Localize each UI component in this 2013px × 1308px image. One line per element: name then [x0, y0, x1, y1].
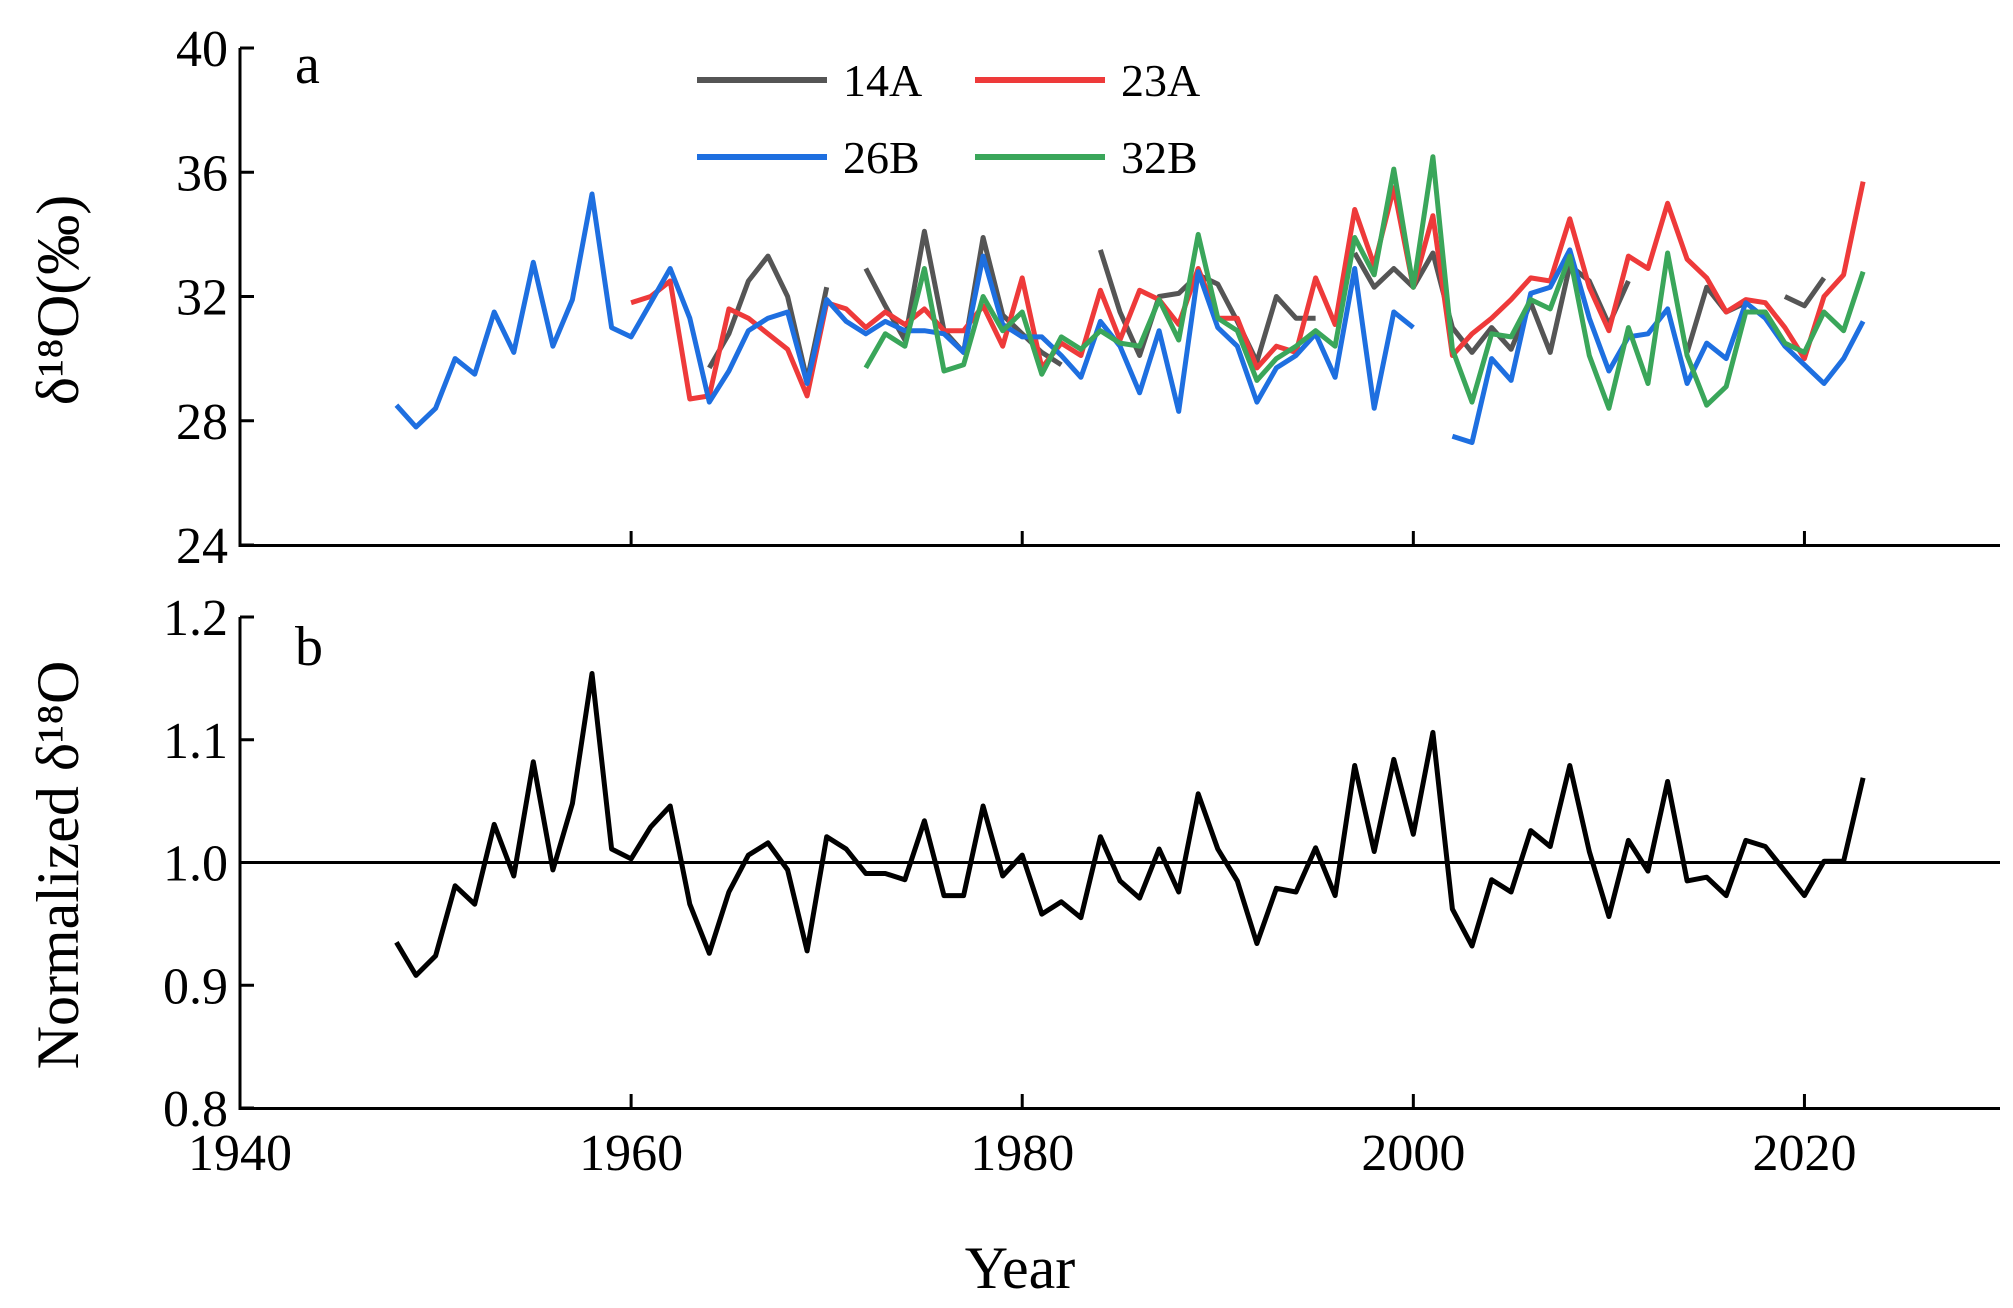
panel-a-y-tick-label: 32: [176, 270, 228, 327]
series-23a-line: [630, 181, 1866, 402]
x-tick-label: 2000: [1361, 1125, 1465, 1182]
panel-b-y-tick-label: 1.1: [163, 713, 228, 770]
panel-b-y-tick-label: 1.2: [163, 590, 228, 647]
x-axis-title: Year: [965, 1235, 1076, 1301]
series-14a-line: [1352, 250, 1631, 355]
panel-a-legend: 14A 23A 26B 32B: [697, 55, 1200, 183]
panel-b-data-lines: [394, 671, 1866, 978]
panel-b-x-ticks: 1940 1960 1980 2000 2020: [188, 1094, 1856, 1182]
panel-b-y-ticks: 0.8 0.9 1.0 1.1 1.2: [163, 590, 254, 1138]
series-32b-line: [863, 154, 1866, 411]
panel-a-x-ticks: [629, 531, 1806, 545]
series-32b: [863, 154, 1866, 411]
panel-b-label: b: [295, 616, 323, 678]
x-tick-label: 1960: [579, 1125, 683, 1182]
series-14a-line: [1783, 276, 1827, 309]
legend-label-23a: 23A: [1121, 55, 1200, 106]
series-normalized-18o-line: [394, 671, 1866, 978]
panel-a: 24 28 32 36 40 a δ¹⁸O(‰) 14A 23A 26B 32B: [25, 21, 2000, 575]
legend-label-26b: 26B: [843, 132, 920, 183]
panel-a-y-tick-label: 40: [176, 21, 228, 78]
panel-b: 0.8 0.9 1.0 1.1 1.2 1940 1960 1980 2000 2020 b N…: [25, 590, 2000, 1301]
panel-a-y-tick-label: 24: [176, 518, 228, 575]
legend-label-32b: 32B: [1121, 132, 1198, 183]
panel-b-y-tick-label: 1.0: [163, 836, 228, 893]
panel-a-y-tick-label: 36: [176, 145, 228, 202]
panel-b-y-tick-label: 0.8: [163, 1081, 228, 1138]
panel-a-y-axis-title: δ¹⁸O(‰): [25, 195, 91, 405]
series-normalized-18o: [394, 671, 1866, 978]
x-tick-label: 1980: [970, 1125, 1074, 1182]
panel-a-label: a: [295, 34, 320, 96]
panel-a-y-tick-label: 28: [176, 394, 228, 451]
series-26b-line: [394, 191, 1415, 430]
panel-a-data-lines: [394, 154, 1866, 445]
x-tick-label: 1940: [188, 1125, 292, 1182]
x-tick-label: 2020: [1752, 1125, 1856, 1182]
series-23a: [630, 181, 1866, 402]
panel-b-y-axis-title: Normalized δ¹⁸O: [25, 661, 91, 1070]
panel-a-y-ticks: 24 28 32 36 40: [176, 21, 254, 575]
panel-b-y-tick-label: 0.9: [163, 958, 228, 1015]
legend-label-14a: 14A: [843, 55, 922, 106]
